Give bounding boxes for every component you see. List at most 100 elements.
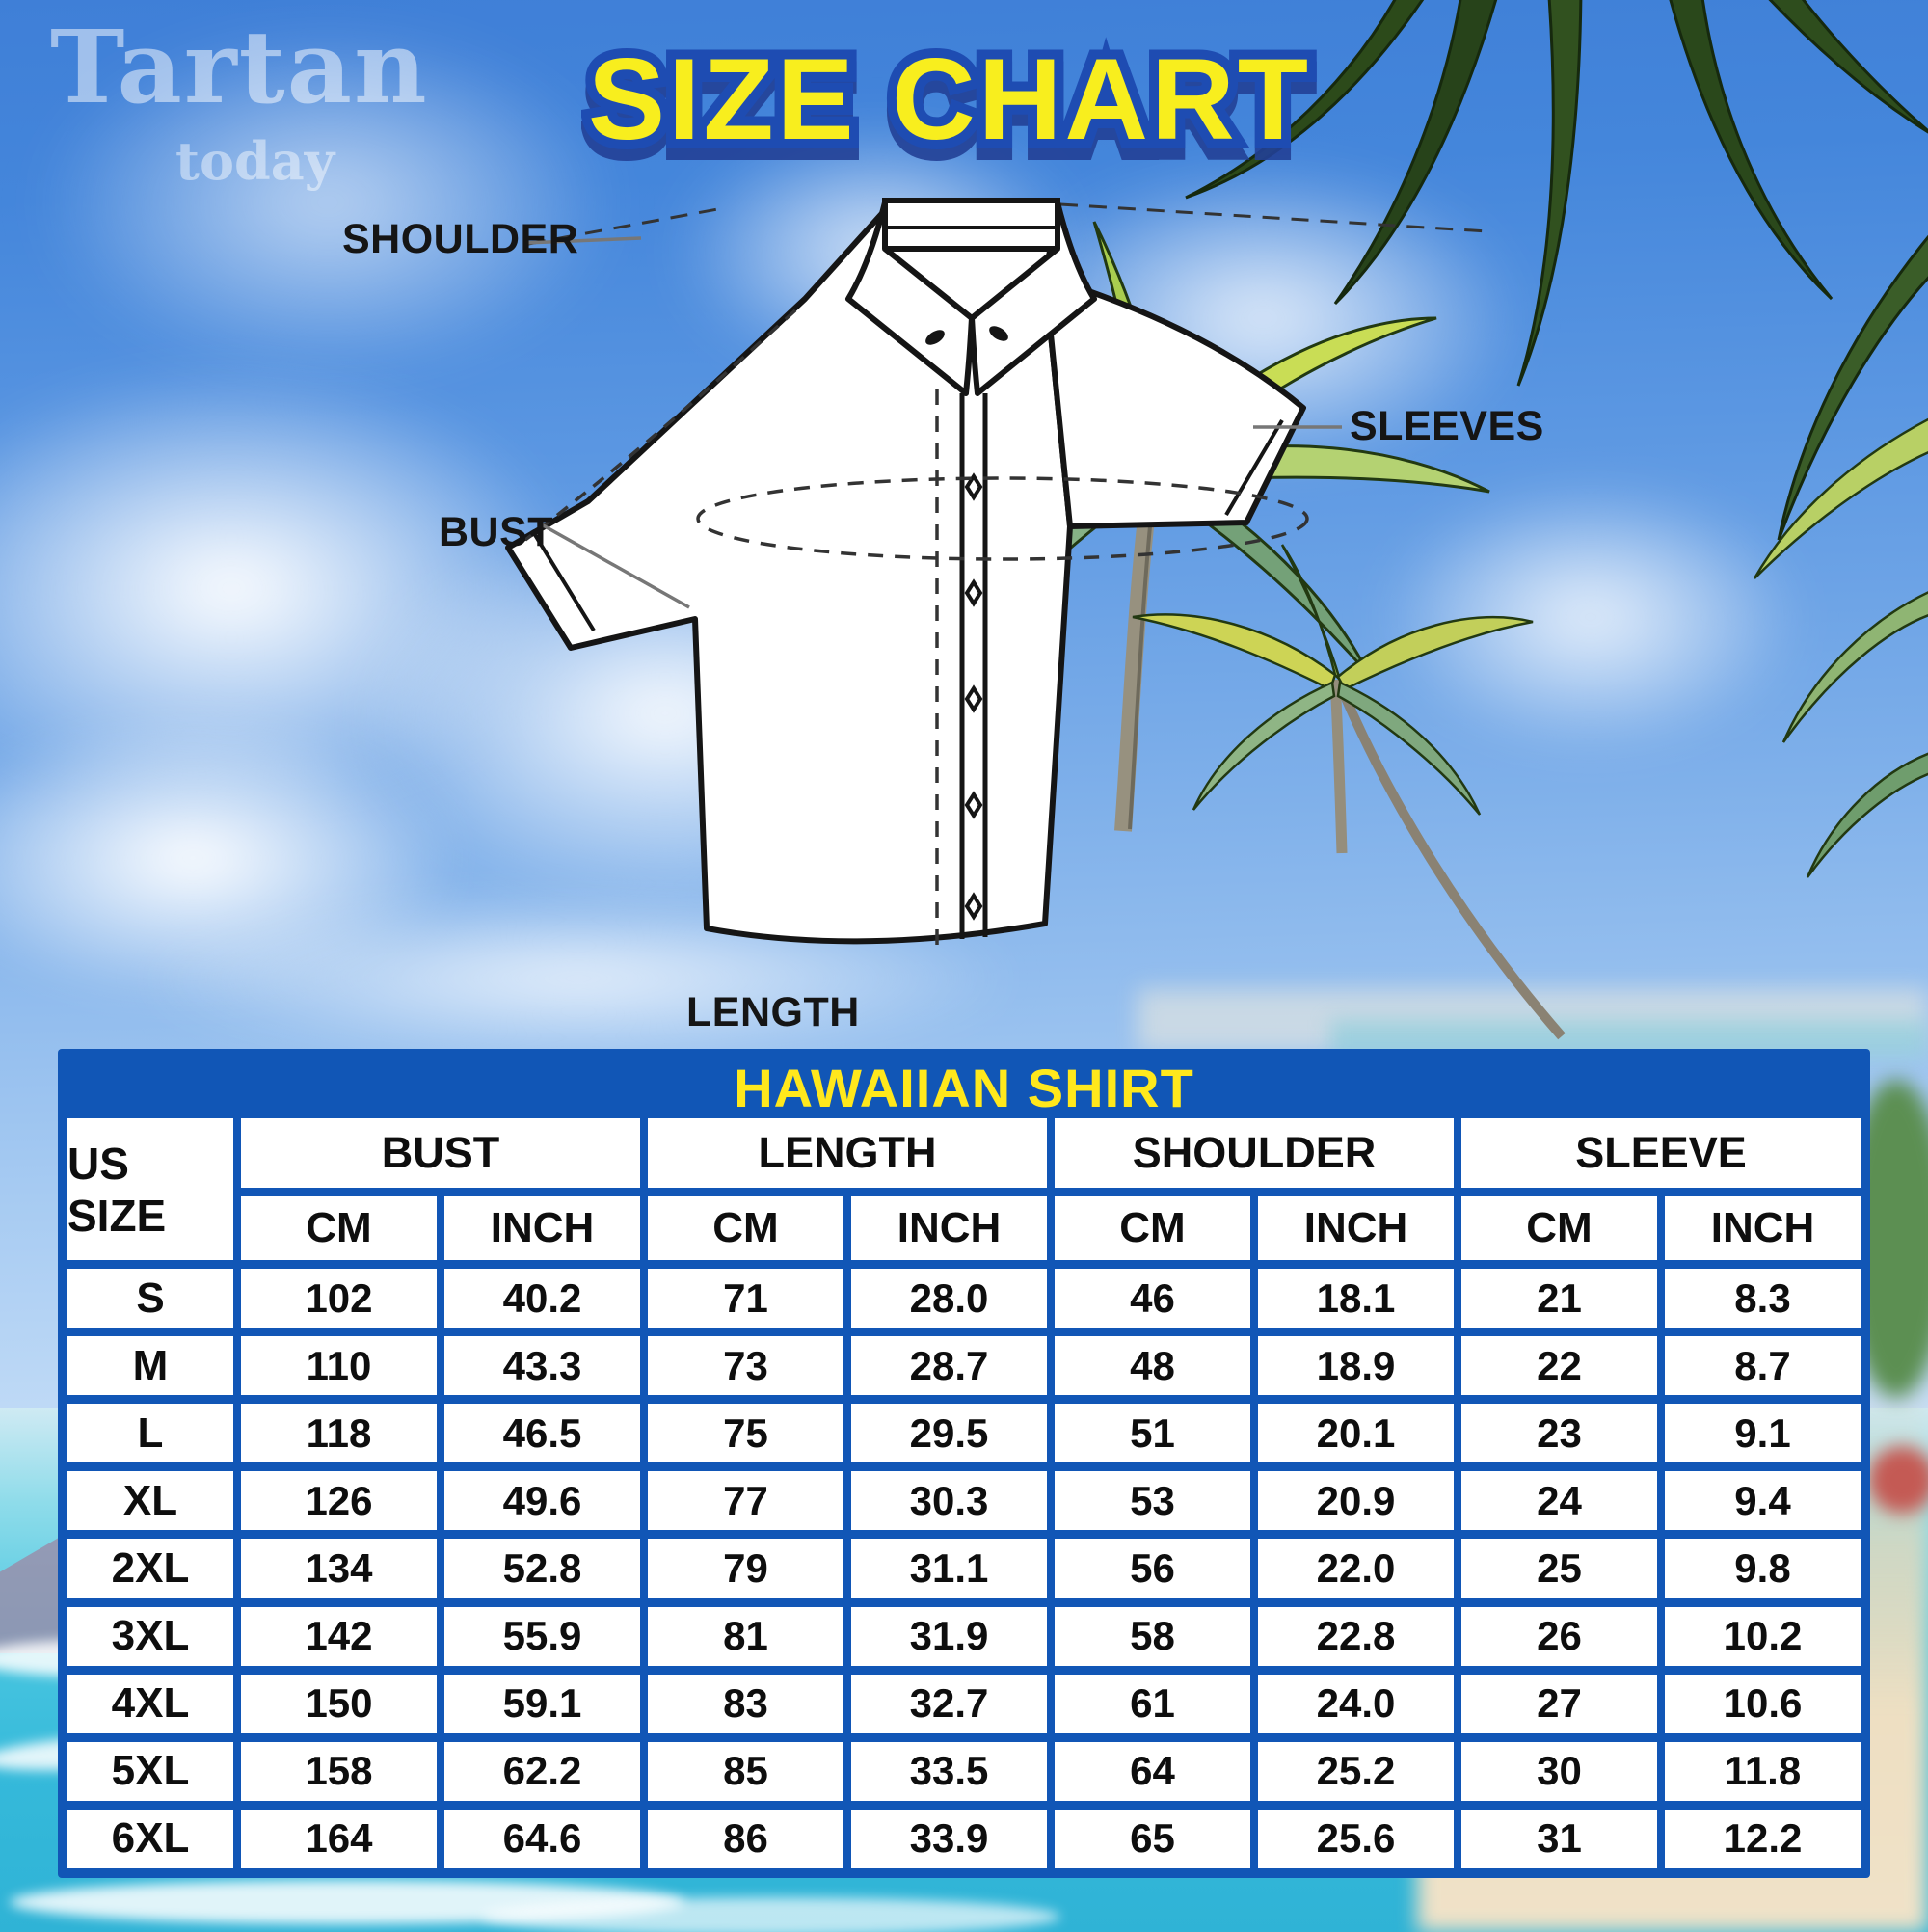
unit-header-sleeve-cm: CM [1461, 1196, 1657, 1261]
data-cell: 25.2 [1258, 1741, 1454, 1801]
data-cell: 64.6 [444, 1809, 640, 1868]
data-cell: 18.1 [1258, 1269, 1454, 1328]
data-cell: 46.5 [444, 1404, 640, 1463]
data-cell: 110 [241, 1336, 437, 1396]
data-cell: 86 [648, 1809, 844, 1868]
unit-header-shoulder-cm: CM [1055, 1196, 1250, 1261]
label-sleeves: SLEEVES [1350, 403, 1544, 449]
data-cell: 102 [241, 1269, 437, 1328]
size-cell: S [67, 1269, 233, 1328]
data-cell: 55.9 [444, 1606, 640, 1666]
unit-header-sleeve-inch: INCH [1665, 1196, 1861, 1261]
data-cell: 31.1 [851, 1539, 1047, 1598]
data-cell: 81 [648, 1606, 844, 1666]
data-cell: 22.8 [1258, 1606, 1454, 1666]
group-header-shoulder: SHOULDER [1055, 1118, 1454, 1189]
data-cell: 77 [648, 1471, 844, 1531]
data-cell: 31 [1461, 1809, 1657, 1868]
data-cell: 22 [1461, 1336, 1657, 1396]
data-cell: 32.7 [851, 1674, 1047, 1733]
data-cell: 65 [1055, 1809, 1250, 1868]
unit-header-shoulder-inch: INCH [1258, 1196, 1454, 1261]
label-shoulder: SHOULDER [342, 216, 579, 262]
data-cell: 28.7 [851, 1336, 1047, 1396]
watermark-line1: Tartan [50, 8, 429, 126]
data-cell: 23 [1461, 1404, 1657, 1463]
data-cell: 10.2 [1665, 1606, 1861, 1666]
data-cell: 126 [241, 1471, 437, 1531]
size-cell: 3XL [67, 1606, 233, 1666]
data-cell: 49.6 [444, 1471, 640, 1531]
data-cell: 28.0 [851, 1269, 1047, 1328]
data-cell: 52.8 [444, 1539, 640, 1598]
collar-right [969, 200, 1097, 396]
data-cell: 31.9 [851, 1606, 1047, 1666]
unit-header-bust-cm: CM [241, 1196, 437, 1261]
data-cell: 12.2 [1665, 1809, 1861, 1868]
page-title-outline: SIZE CHART [578, 25, 1318, 174]
data-cell: 51 [1055, 1404, 1250, 1463]
beach-object [1868, 1446, 1928, 1514]
data-cell: 164 [241, 1809, 437, 1868]
data-cell: 48 [1055, 1336, 1250, 1396]
data-cell: 11.8 [1665, 1741, 1861, 1801]
data-cell: 158 [241, 1741, 437, 1801]
size-cell: 4XL [67, 1674, 233, 1733]
data-cell: 24.0 [1258, 1674, 1454, 1733]
data-cell: 79 [648, 1539, 844, 1598]
data-cell: 71 [648, 1269, 844, 1328]
data-cell: 33.9 [851, 1809, 1047, 1868]
data-cell: 53 [1055, 1471, 1250, 1531]
data-cell: 46 [1055, 1269, 1250, 1328]
data-cell: 75 [648, 1404, 844, 1463]
label-bust: BUST [439, 509, 554, 555]
data-cell: 22.0 [1258, 1539, 1454, 1598]
data-cell: 40.2 [444, 1269, 640, 1328]
unit-header-bust-inch: INCH [444, 1196, 640, 1261]
data-cell: 59.1 [444, 1674, 640, 1733]
data-cell: 30 [1461, 1741, 1657, 1801]
shirt-measurement-diagram [505, 198, 1488, 947]
watermark-line2: today [175, 130, 335, 192]
data-cell: 21 [1461, 1269, 1657, 1328]
label-length: LENGTH [686, 989, 860, 1035]
buttons [964, 472, 983, 921]
data-cell: 142 [241, 1606, 437, 1666]
shoulder-dashed-line [527, 202, 1488, 246]
watermark-logo: Tartan today [50, 8, 429, 192]
bust-dashed-ellipse [696, 476, 1309, 561]
data-cell: 30.3 [851, 1471, 1047, 1531]
data-cell: 27 [1461, 1674, 1657, 1733]
group-header-bust: BUST [241, 1118, 640, 1189]
size-table: HAWAIIAN SHIRT US SIZE BUST LENGTH SHOULDER… [58, 1049, 1870, 1878]
data-cell: 150 [241, 1674, 437, 1733]
data-cell: 29.5 [851, 1404, 1047, 1463]
data-cell: 8.3 [1665, 1269, 1861, 1328]
data-cell: 33.5 [851, 1741, 1047, 1801]
page-title: SIZE CHART SIZE CHART [578, 25, 1318, 174]
table-title: HAWAIIAN SHIRT [734, 1057, 1194, 1118]
data-cell: 58 [1055, 1606, 1250, 1666]
data-cell: 26 [1461, 1606, 1657, 1666]
data-cell: 8.7 [1665, 1336, 1861, 1396]
size-cell: 5XL [67, 1741, 233, 1801]
data-cell: 64 [1055, 1741, 1250, 1801]
group-header-length: LENGTH [648, 1118, 1047, 1189]
data-cell: 10.6 [1665, 1674, 1861, 1733]
unit-header-length-inch: INCH [851, 1196, 1047, 1261]
data-cell: 18.9 [1258, 1336, 1454, 1396]
size-cell: M [67, 1336, 233, 1396]
placket [959, 393, 988, 939]
size-grid: US SIZE BUST LENGTH SHOULDER SLEEVE CM INCH CM I… [67, 1118, 1861, 1868]
data-cell: 9.1 [1665, 1404, 1861, 1463]
shirt-body [505, 207, 1073, 945]
data-cell: 20.9 [1258, 1471, 1454, 1531]
data-cell: 9.8 [1665, 1539, 1861, 1598]
group-header-sleeve: SLEEVE [1461, 1118, 1861, 1189]
data-cell: 61 [1055, 1674, 1250, 1733]
data-cell: 25 [1461, 1539, 1657, 1598]
page-title-text: SIZE CHART [588, 35, 1311, 164]
data-cell: 83 [648, 1674, 844, 1733]
data-cell: 134 [241, 1539, 437, 1598]
